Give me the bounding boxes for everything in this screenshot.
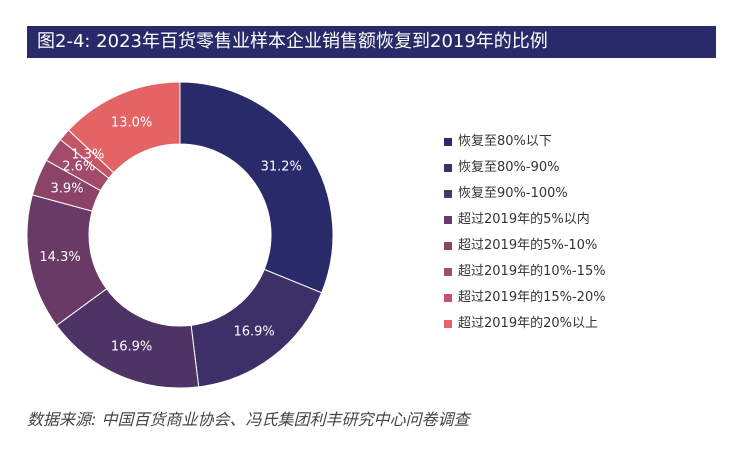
slice-value-label: 14.3% bbox=[39, 250, 80, 265]
slice-value-label: 16.9% bbox=[233, 324, 274, 339]
donut-labels: 31.2% 16.9% 16.9% 14.3% 3.9% 2.6%1.3% 13.0% bbox=[39, 116, 302, 355]
donut-chart: 31.2% 16.9% 16.9% 14.3% 3.9% 2.6%1.3% 13.0% bbox=[26, 81, 334, 389]
legend-label: 超过2019年的20%以上 bbox=[458, 316, 598, 331]
legend-item: 恢复至80%-90% bbox=[444, 158, 606, 184]
slice-value-label: 3.9% bbox=[51, 181, 84, 196]
slice-value-label: 1.3% bbox=[71, 148, 104, 163]
legend-item: 超过2019年的10%-15% bbox=[444, 262, 606, 288]
legend-label: 超过2019年的15%-20% bbox=[458, 290, 606, 305]
legend-swatch bbox=[444, 190, 452, 198]
donut-slice bbox=[179, 81, 334, 294]
legend-label: 超过2019年的5%-10% bbox=[458, 238, 598, 253]
chart-title: 图2-4: 2023年百货零售业样本企业销售额恢复到2019年的比例 bbox=[27, 26, 716, 58]
legend-swatch bbox=[444, 268, 452, 276]
slice-value-label: 31.2% bbox=[261, 159, 302, 174]
legend-item: 恢复至90%-100% bbox=[444, 184, 606, 210]
slice-value-label: 13.0% bbox=[111, 116, 152, 131]
legend-label: 超过2019年的5%以内 bbox=[458, 212, 590, 227]
legend-swatch bbox=[444, 216, 452, 224]
legend-label: 恢复至80%-90% bbox=[458, 160, 560, 175]
legend-swatch bbox=[444, 138, 452, 146]
legend-item: 超过2019年的5%以内 bbox=[444, 210, 606, 236]
legend-item: 超过2019年的20%以上 bbox=[444, 314, 606, 340]
legend-swatch bbox=[444, 164, 452, 172]
slice-value-label: 2.6% bbox=[62, 159, 95, 174]
source-note: 数据来源: 中国百货商业协会、冯氏集团利丰研究中心问卷调查 bbox=[27, 410, 470, 429]
legend-swatch bbox=[444, 294, 452, 302]
legend-label: 超过2019年的10%-15% bbox=[458, 264, 606, 279]
donut-slice bbox=[67, 81, 181, 174]
legend-item: 超过2019年的15%-20% bbox=[444, 288, 606, 314]
legend-item: 超过2019年的5%-10% bbox=[444, 236, 606, 262]
donut-slices bbox=[26, 81, 334, 389]
slice-value-label: 16.9% bbox=[111, 339, 152, 354]
legend-label: 恢复至90%-100% bbox=[458, 186, 568, 201]
legend-swatch bbox=[444, 320, 452, 328]
legend-swatch bbox=[444, 242, 452, 250]
legend-label: 恢复至80%以下 bbox=[458, 134, 552, 149]
legend-item: 恢复至80%以下 bbox=[444, 132, 606, 158]
chart-legend: 恢复至80%以下 恢复至80%-90% 恢复至90%-100% 超过2019年的5%以… bbox=[444, 132, 606, 340]
